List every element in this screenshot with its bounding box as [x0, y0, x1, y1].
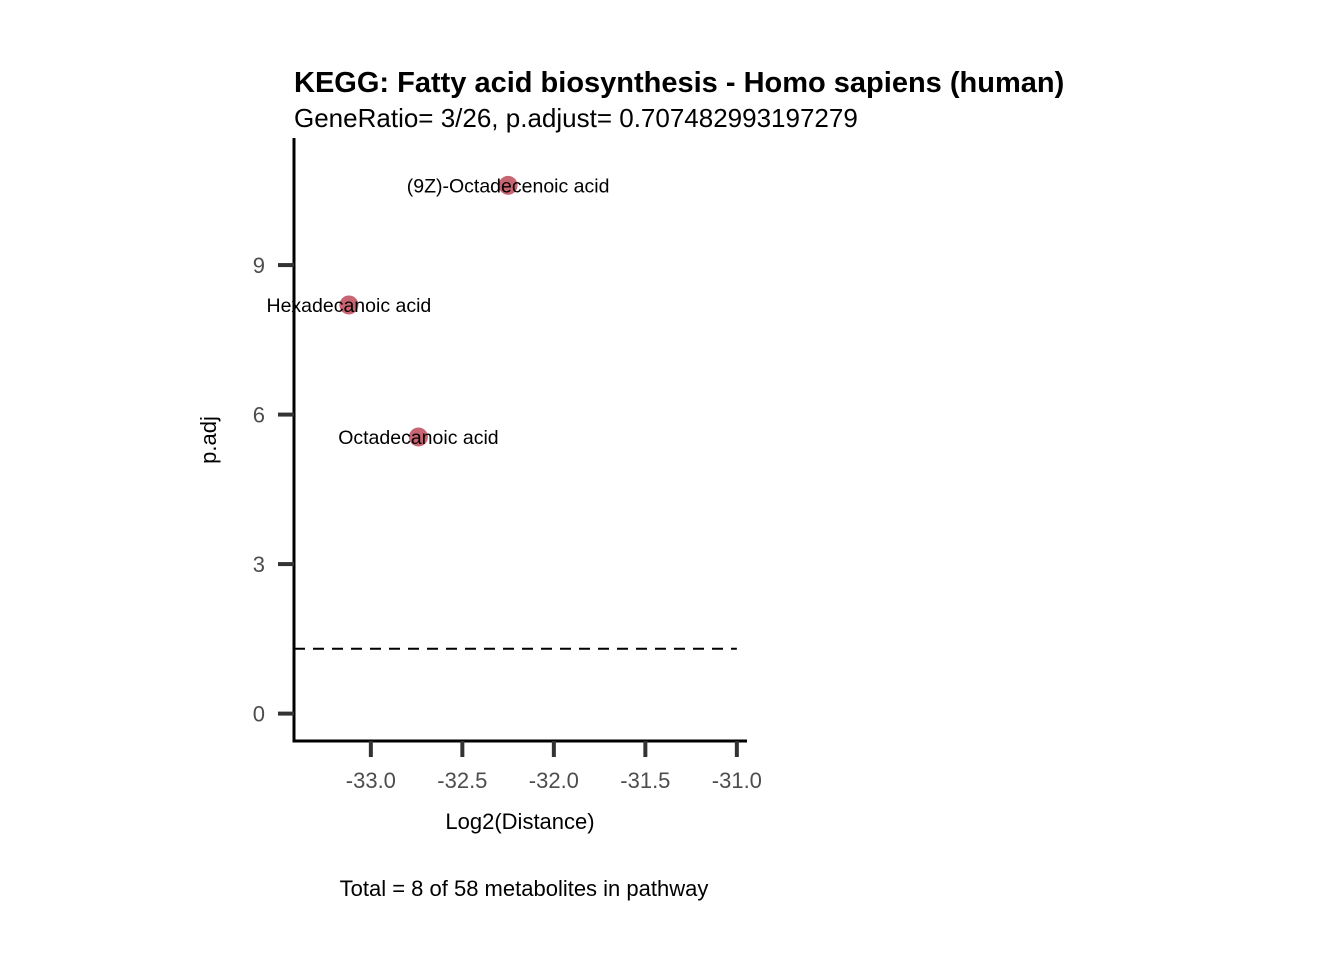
plot-area: (9Z)-Octadecenoic acid Hexadecanoic acid O… [267, 175, 737, 650]
y-tick-label: 9 [253, 253, 265, 278]
data-point [339, 295, 359, 315]
x-tick-label: -32.5 [437, 768, 487, 793]
x-axis-ticks: -33.0 -32.5 -32.0 -31.5 -31.0 [346, 741, 762, 793]
y-tick-label: 6 [253, 403, 265, 428]
x-tick-label: -32.0 [529, 768, 579, 793]
data-point [408, 427, 428, 447]
y-tick-label: 3 [253, 552, 265, 577]
point-label: Hexadecanoic acid [267, 295, 432, 317]
x-axis-title: Log2(Distance) [445, 809, 594, 834]
data-point [498, 175, 518, 195]
y-axis-title: p.adj [196, 416, 221, 464]
y-tick-label: 0 [253, 702, 265, 727]
x-tick-label: -33.0 [346, 768, 396, 793]
x-tick-label: -31.5 [620, 768, 670, 793]
chart-title: KEGG: Fatty acid biosynthesis - Homo sap… [294, 67, 1064, 99]
x-tick-label: -31.0 [712, 768, 762, 793]
chart-caption: Total = 8 of 58 metabolites in pathway [340, 876, 709, 901]
chart-subtitle: GeneRatio= 3/26, p.adjust= 0.70748299319… [294, 103, 858, 133]
point-label: Octadecanoic acid [338, 427, 498, 449]
y-axis-ticks: 0 3 6 9 [253, 253, 294, 727]
point-label: (9Z)-Octadecenoic acid [407, 175, 610, 197]
